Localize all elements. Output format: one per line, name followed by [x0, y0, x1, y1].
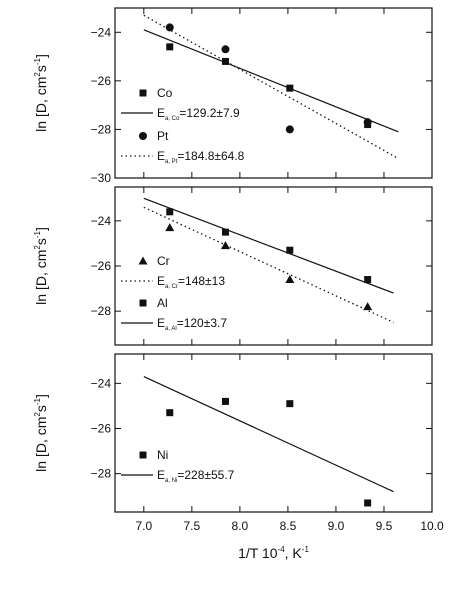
- data-point-al: [166, 208, 174, 216]
- data-point-ni: [364, 499, 372, 507]
- legend-fit-cr: Ea, Cr=148±13: [157, 274, 225, 290]
- data-point-al: [364, 276, 372, 284]
- legend-marker-co: [139, 89, 147, 97]
- y-tick-label: −26: [91, 74, 112, 88]
- legend-label-pt: Pt: [157, 129, 169, 143]
- y-tick-label: −24: [91, 25, 112, 39]
- x-tick-label: 8.0: [232, 519, 249, 533]
- y-tick-label: −28: [91, 467, 112, 481]
- data-point-co: [286, 84, 294, 92]
- data-point-ni: [166, 409, 174, 417]
- panel-2: −24 −26 −28 Cr Ea, Cr=148±13 Al Ea, Al=120±3.7…: [33, 186, 433, 346]
- data-point-pt: [165, 23, 174, 32]
- fit-line-pt: [143, 14, 399, 160]
- data-point-pt: [363, 118, 372, 127]
- y-tick-label: −26: [91, 259, 112, 273]
- legend-marker-ni: [139, 451, 147, 459]
- y-axis-label: ln [D, cm2s-1]: [33, 54, 49, 132]
- y-tick-label: −26: [91, 421, 112, 435]
- data-point-al: [286, 246, 294, 254]
- data-point-pt: [285, 125, 294, 134]
- legend-marker-al: [139, 299, 147, 307]
- data-point-ni: [221, 397, 229, 405]
- fit-line-ni: [143, 376, 394, 493]
- y-tick-label: −30: [91, 171, 112, 185]
- panel-1: −24 −26 −28 −30 Co Ea, Co=129.2±7.9 Pt Ea, Pt=1…: [33, 7, 433, 185]
- plot-frame: [114, 7, 433, 179]
- legend-fit-pt: Ea, Pt=184.8±64.8: [157, 149, 245, 165]
- y-tick-label: −28: [91, 304, 112, 318]
- x-axis-label: 1/T 10-4, K-1: [238, 545, 309, 561]
- y-axis-label: ln [D, cm2s-1]: [33, 227, 49, 305]
- data-point-co: [166, 43, 174, 51]
- legend-fit-al: Ea, Al=120±3.7: [157, 316, 227, 332]
- legend-label-co: Co: [157, 86, 173, 100]
- panel-3: −24 −26 −28 7.0 7.5 8.0 8.5 9.0 9.5 10.0 Ni Ea, Ni=…: [33, 353, 444, 561]
- fit-line-cr: [143, 206, 394, 324]
- legend-label-cr: Cr: [157, 254, 170, 268]
- x-tick-label: 8.5: [280, 519, 297, 533]
- x-tick-label: 10.0: [420, 519, 444, 533]
- data-point-pt: [221, 45, 230, 54]
- legend-label-al: Al: [157, 296, 168, 310]
- legend-fit-ni: Ea, Ni=228±55.7: [157, 468, 235, 484]
- fit-line-al: [143, 197, 394, 294]
- data-point-cr: [363, 302, 373, 311]
- x-tick-label: 7.0: [135, 519, 152, 533]
- y-axis-label: ln [D, cm2s-1]: [33, 394, 49, 472]
- data-point-cr: [220, 241, 230, 250]
- data-point-cr: [165, 223, 175, 232]
- legend-marker-pt: [139, 132, 147, 140]
- legend-marker-cr: [138, 256, 148, 265]
- x-tick-label: 9.5: [376, 519, 393, 533]
- data-point-ni: [286, 400, 294, 408]
- x-tick-label: 7.5: [184, 519, 201, 533]
- y-tick-label: −24: [91, 214, 112, 228]
- legend-fit-co: Ea, Co=129.2±7.9: [157, 106, 240, 122]
- y-tick-label: −28: [91, 122, 112, 136]
- x-tick-label: 9.0: [328, 519, 345, 533]
- data-point-co: [221, 57, 229, 65]
- y-tick-label: −24: [91, 376, 112, 390]
- data-point-cr: [285, 275, 295, 284]
- fit-line-co: [143, 29, 399, 133]
- legend-label-ni: Ni: [157, 448, 168, 462]
- plot-frame: [114, 353, 433, 513]
- data-point-al: [221, 228, 229, 236]
